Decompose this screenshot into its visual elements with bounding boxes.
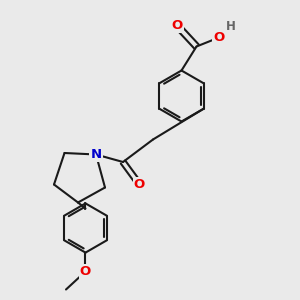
Text: O: O bbox=[80, 265, 91, 278]
Text: O: O bbox=[213, 31, 225, 44]
Text: N: N bbox=[90, 148, 102, 161]
Text: O: O bbox=[134, 178, 145, 191]
Text: H: H bbox=[226, 20, 236, 34]
Text: O: O bbox=[171, 19, 183, 32]
